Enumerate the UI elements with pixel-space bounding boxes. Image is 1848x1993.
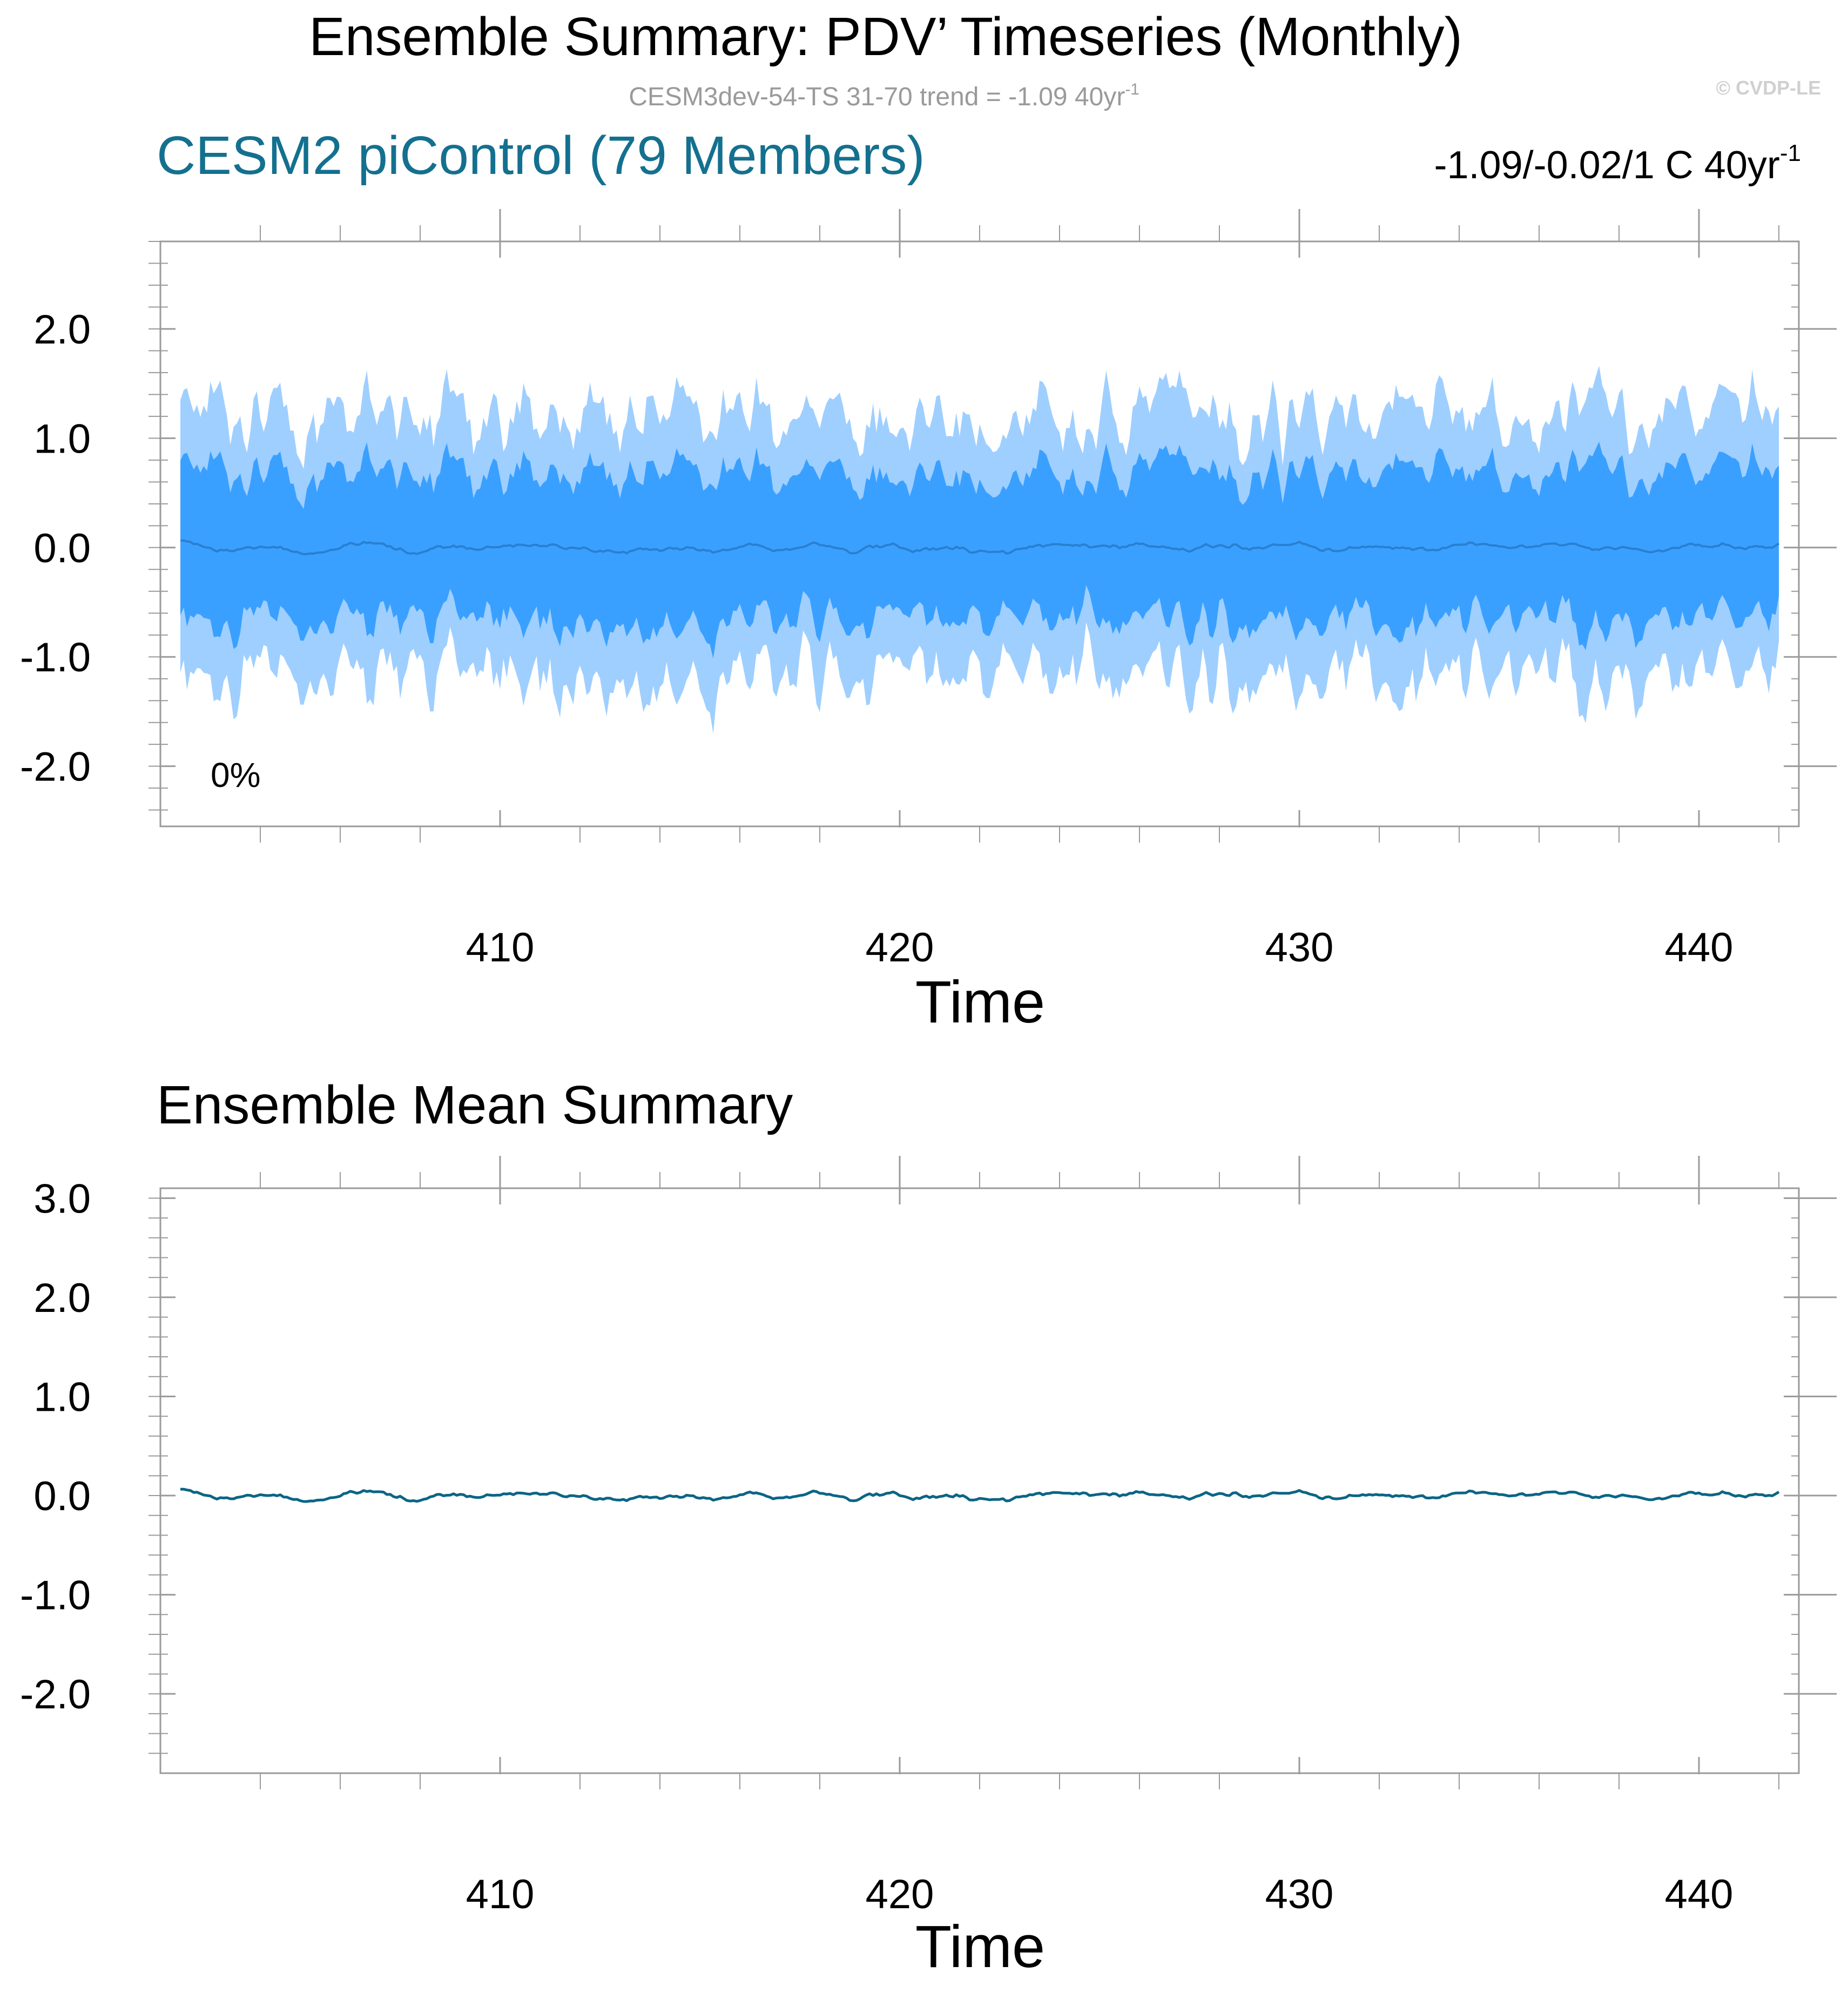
panel2-ytick-label: -1.0 [20,1573,91,1619]
panel1-ytick-label: -2.0 [20,744,91,790]
panel1-xtick-label: 420 [866,925,934,971]
ensemble-mean-panel: Ensemble Mean Summary -2.0 -1.0 0.0 1.0 2.0 3… [20,1075,1837,1980]
panel1-axes: -2.0 -1.0 0.0 1.0 2.0 410 420 430 440 [20,209,1837,971]
panel1-ytick-label: 2.0 [33,307,91,353]
panel2-axes: -2.0 -1.0 0.0 1.0 2.0 3.0 410 420 430 440 [20,1156,1837,1917]
panel2-plot-area [180,1487,1780,1503]
panel1-ytick-label: -1.0 [20,635,91,681]
panel2-ytick-label: 2.0 [33,1275,91,1321]
panel2-xtick-label: 410 [466,1871,535,1917]
ensemble-spread-panel: CESM2 piControl (79 Members) -1.09/-0.02… [20,125,1837,1035]
panel1-trend-label: -1.09/-0.02/1 C 40yr-1 [1434,140,1801,187]
figure-subtitle-superscript: -1 [1125,80,1139,98]
figure-subtitle: CESM3dev-54-TS 31-70 trend = -1.09 40yr-… [629,80,1139,111]
panel2-xtick-label: 430 [1265,1871,1334,1917]
panel1-xtick-label: 430 [1265,925,1334,971]
panel2-ytick-label: -2.0 [20,1672,91,1718]
panel1-plot-area [180,365,1780,734]
ensemble-mean-line [180,1487,1780,1503]
panel1-ytick-label: 0.0 [33,526,91,571]
figure-subtitle-text: CESM3dev-54-TS 31-70 trend = -1.09 40yr [629,83,1125,111]
panel2-xlabel: Time [915,1914,1045,1980]
panel2-xtick-label: 420 [866,1871,934,1917]
figure-title: Ensemble Summary: PDV’ Timeseries (Month… [309,6,1462,67]
panel2-xtick-label: 440 [1665,1871,1734,1917]
panel1-xlabel: Time [915,969,1045,1035]
panel1-xtick-label: 410 [466,925,535,971]
panel2-title: Ensemble Mean Summary [157,1075,793,1135]
panel1-xtick-label: 440 [1665,925,1734,971]
panel2-ytick-label: 1.0 [33,1374,91,1420]
median-line [180,539,1780,555]
panel1-title: CESM2 piControl (79 Members) [157,125,925,186]
panel2-ytick-label: 3.0 [33,1176,91,1222]
watermark: © CVDP-LE [1716,77,1821,99]
panel1-trend-superscript: -1 [1780,140,1801,166]
panel2-frame [159,1187,1800,1774]
panel1-ytick-label: 1.0 [33,416,91,462]
panel1-annotation: 0% [211,756,261,794]
panel2-ytick-label: 0.0 [33,1473,91,1519]
panel1-trend-text: -1.09/-0.02/1 C 40yr [1434,144,1780,187]
